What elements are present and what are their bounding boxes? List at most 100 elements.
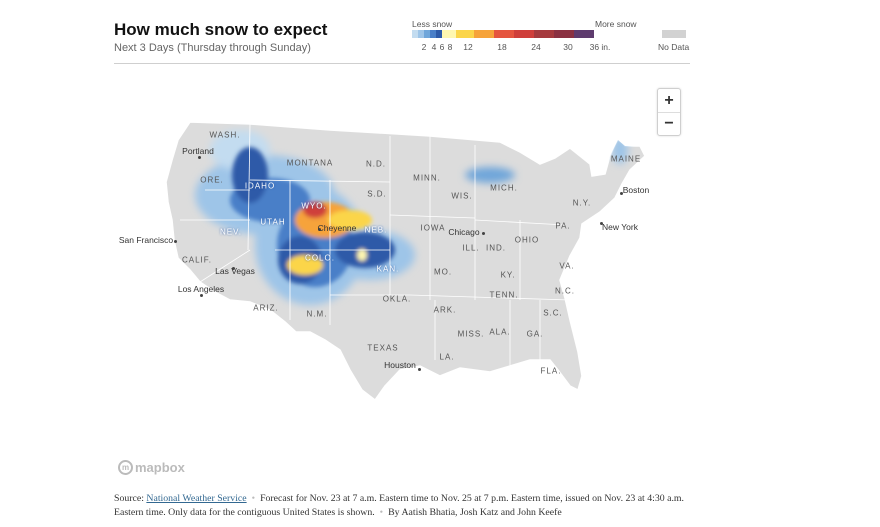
legend-tick-label: 36 in.: [589, 42, 611, 52]
state-label-sd: S.D.: [367, 189, 387, 199]
source-link[interactable]: National Weather Service: [146, 493, 247, 504]
legend-swatch: [554, 30, 574, 38]
state-label-neb: NEB.: [364, 225, 388, 235]
legend-swatch: [442, 30, 456, 38]
state-label-la: LA.: [439, 352, 455, 362]
state-label-mo: MO.: [433, 267, 453, 277]
legend-swatch: [412, 30, 418, 38]
state-label-montana: MONTANA: [286, 158, 334, 168]
state-label-wash: WASH.: [209, 130, 241, 140]
page-title: How much snow to expect: [114, 20, 328, 39]
city-dot: [232, 267, 235, 270]
snow-map[interactable]: WASH. ORE. IDAHO MONTANA N.D. S.D. MINN.…: [100, 70, 700, 470]
legend-swatch: [574, 30, 594, 38]
state-label-ala: ALA.: [489, 327, 511, 337]
city-label-boston: Boston: [622, 185, 650, 195]
city-label-houston: Houston: [384, 360, 416, 370]
state-label-ill: ILL.: [462, 243, 480, 253]
state-label-minn: MINN.: [413, 173, 441, 183]
city-dot: [482, 232, 485, 235]
forecast-note: Forecast for Nov. 23 at 7 a.m. Eastern t…: [114, 493, 684, 518]
city-dot: [600, 222, 603, 225]
state-label-nm: N.M.: [306, 309, 328, 319]
legend-ticks: 2 4 6 8 12 18 24 30 36 in.: [412, 42, 652, 54]
city-dot: [198, 156, 201, 159]
state-label-sc: S.C.: [543, 308, 563, 318]
state-label-kan: KAN.: [376, 264, 400, 274]
legend-tick-label: 30: [563, 42, 573, 52]
state-label-texas: TEXAS: [367, 343, 399, 353]
mapbox-logo-icon: m: [118, 460, 133, 475]
legend-swatch: [456, 30, 474, 38]
state-label-tenn: TENN.: [489, 290, 519, 300]
legend-tick-label: 4: [431, 42, 437, 52]
legend-swatch: [418, 30, 424, 38]
legend-swatch: [534, 30, 554, 38]
legend-swatch: [430, 30, 436, 38]
city-label-san-francisco: San Francisco: [118, 235, 174, 245]
legend-swatch: [436, 30, 442, 38]
mapbox-attribution[interactable]: m mapbox: [118, 460, 185, 475]
city-dot: [200, 294, 203, 297]
state-label-ind: IND.: [486, 243, 506, 253]
state-label-fla: FLA.: [540, 366, 562, 376]
legend-swatch: [424, 30, 430, 38]
legend-swatch: [514, 30, 534, 38]
state-label-wyo: WYO.: [301, 201, 327, 211]
city-label-new-york: New York: [602, 222, 638, 232]
state-label-ny: N.Y.: [572, 198, 592, 208]
state-label-ky: KY.: [500, 270, 516, 280]
state-label-maine: MAINE: [610, 154, 642, 164]
state-label-utah: UTAH: [260, 217, 286, 227]
city-label-cheyenne: Cheyenne: [317, 223, 357, 233]
legend-tick-label: 2: [421, 42, 427, 52]
state-label-miss: MISS.: [457, 329, 485, 339]
state-label-ga: GA.: [526, 329, 544, 339]
state-borders: [180, 123, 571, 370]
state-label-colo: COLO.: [305, 253, 335, 263]
city-dot: [174, 240, 177, 243]
chart-header: How much snow to expect Next 3 Days (Thu…: [114, 18, 690, 64]
legend-color-bar: [412, 30, 594, 38]
city-dot: [620, 192, 623, 195]
state-label-nd: N.D.: [366, 159, 386, 169]
state-label-iowa: IOWA: [420, 223, 446, 233]
city-label-portland: Portland: [182, 146, 214, 156]
state-label-va: VA.: [559, 261, 575, 271]
legend-tick-label: 8: [447, 42, 453, 52]
state-label-mich: MICH.: [490, 183, 518, 193]
city-label-los-angeles: Los Angeles: [177, 284, 225, 294]
map-canvas: [165, 121, 646, 401]
state-label-idaho: IDAHO: [244, 181, 276, 191]
state-label-ore: ORE.: [200, 175, 224, 185]
zoom-in-button[interactable]: +: [664, 91, 674, 109]
state-label-okla: OKLA.: [382, 294, 412, 304]
city-dot: [418, 368, 421, 371]
legend-less-label: Less snow: [412, 19, 453, 29]
legend-tick-label: 18: [497, 42, 507, 52]
byline: By Aatish Bhatia, Josh Katz and John Kee…: [388, 507, 562, 518]
legend-tick-label: 6: [439, 42, 445, 52]
mapbox-logo-text: mapbox: [135, 460, 185, 475]
state-label-pa: PA.: [555, 221, 571, 231]
legend-swatch: [474, 30, 494, 38]
zoom-out-button[interactable]: −: [658, 112, 680, 135]
legend-nodata-label: No Data: [658, 42, 690, 52]
legend-tick-label: 24: [531, 42, 541, 52]
city-label-chicago: Chicago: [448, 227, 480, 237]
state-label-nc: N.C.: [555, 286, 575, 296]
state-label-ohio: OHIO: [514, 235, 540, 245]
state-label-nev: NEV.: [220, 227, 242, 237]
snow-legend: Less snow More snow 2 4 6 8 12 18 24 30 36 in. N…: [412, 18, 690, 58]
separator-dot: •: [251, 493, 256, 504]
legend-swatch: [494, 30, 514, 38]
state-label-calif: CALIF.: [181, 255, 213, 265]
zoom-control: + −: [657, 88, 681, 136]
separator-dot: •: [379, 507, 384, 518]
legend-tick-label: 12: [463, 42, 473, 52]
city-dot: [318, 228, 321, 231]
legend-nodata-swatch: [662, 30, 686, 38]
source-note: Source: National Weather Service • Forecas…: [114, 492, 694, 520]
legend-more-label: More snow: [595, 19, 637, 29]
city-label-las-vegas: Las Vegas: [215, 266, 255, 276]
